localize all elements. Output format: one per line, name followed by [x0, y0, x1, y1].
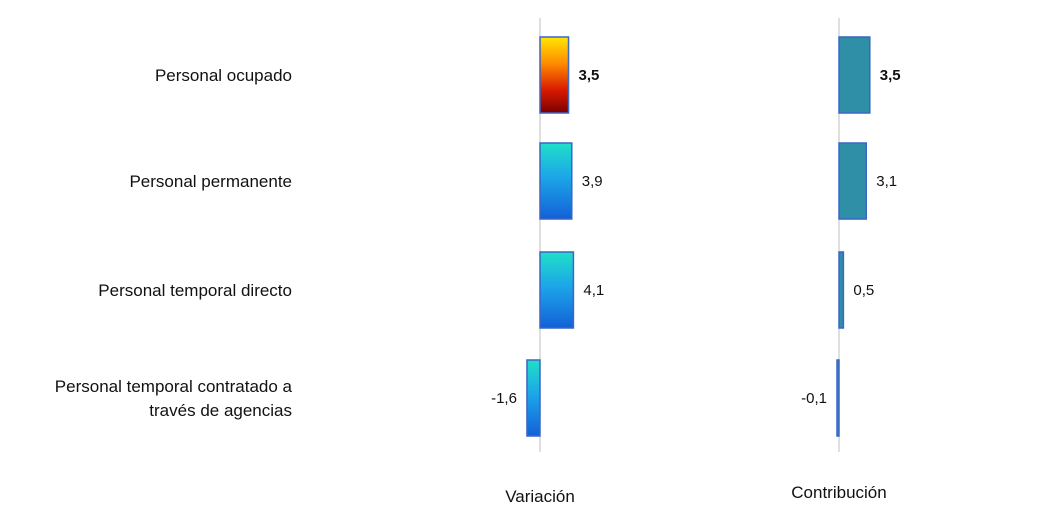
bar	[838, 36, 871, 114]
series-panel: 3,5 3,9 4,1 -1,6 Variación	[491, 18, 604, 506]
category-label: Personal temporal directo	[98, 281, 292, 300]
category-label-line: través de agencias	[149, 401, 292, 420]
data-label: 0,5	[853, 282, 874, 299]
bar	[838, 251, 845, 329]
category-label: Personal ocupado	[155, 66, 292, 85]
bar	[539, 142, 573, 220]
data-label: 3,9	[582, 173, 603, 190]
data-label: -0,1	[801, 390, 827, 407]
category-label: Personal temporal contratado a través de …	[55, 377, 293, 420]
category-label-line: Personal permanente	[129, 172, 292, 191]
series-name-label: Contribución	[791, 483, 886, 502]
category-label: Personal permanente	[129, 172, 292, 191]
data-label: 3,5	[579, 67, 600, 84]
bar	[526, 359, 541, 437]
data-label: -1,6	[491, 390, 517, 407]
data-label: 4,1	[583, 282, 604, 299]
category-label-line: Personal temporal contratado a	[55, 377, 293, 396]
category-label-line: Personal temporal directo	[98, 281, 292, 300]
category-label-line: Personal ocupado	[155, 66, 292, 85]
bar	[539, 36, 570, 114]
bar	[836, 359, 840, 437]
bar	[539, 251, 575, 329]
series-panel: 3,5 3,1 0,5 -0,1 Contribución	[791, 18, 901, 502]
series-name-label: Variación	[505, 487, 575, 506]
bar	[838, 142, 868, 220]
category-labels: Personal ocupado Personal permanente Perso…	[55, 66, 293, 420]
chart-panels: 3,5 3,9 4,1 -1,6 Variación 3,5 3,1 0,5 -0,1 Contr…	[491, 18, 901, 506]
data-label: 3,1	[876, 173, 897, 190]
data-label: 3,5	[880, 67, 901, 84]
